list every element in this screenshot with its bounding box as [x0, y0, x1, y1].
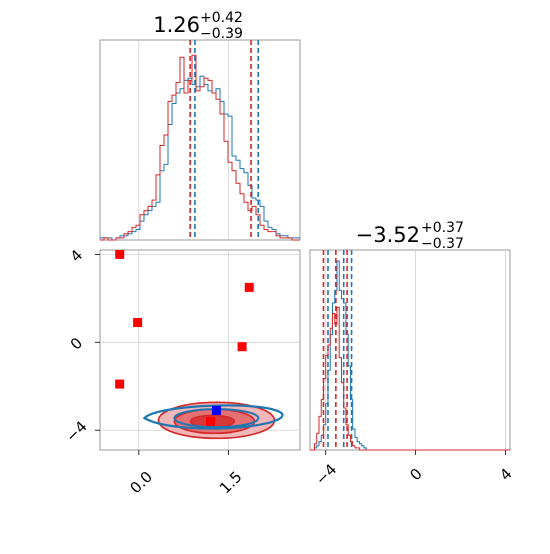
histogram-param-2: −3.52 +0.37 −0.37 −4 0 4	[309, 220, 516, 489]
histogram-2-x-tick-label: −4	[312, 460, 340, 488]
histogram-1-title-plus: +0.42	[200, 10, 243, 26]
histogram-2-x-tick-label: 0	[406, 465, 425, 484]
histogram-2-frame	[309, 249, 511, 451]
histogram-2-x-tick-label: 4	[496, 465, 515, 484]
histogram-1-title-median: 1.26	[153, 13, 200, 37]
contour-blue-outer	[142, 404, 284, 430]
histogram-1-title-minus: −0.39	[200, 26, 243, 42]
scatter-point-red	[115, 249, 125, 259]
scatter-x-tick-label: 0.0	[126, 468, 156, 498]
histogram-2-series-1	[310, 306, 510, 451]
scatter-y-tick-label: −4	[62, 417, 90, 445]
histogram-param-1: 1.26 +0.42 −0.39	[99, 10, 301, 241]
histogram-1-series-1	[100, 54, 300, 241]
scatter-y-tick-label: 4	[67, 246, 86, 265]
scatter-point-red	[205, 416, 215, 426]
histogram-2-title-minus: −0.37	[421, 236, 464, 252]
scatter-x-tick-label: 1.5	[216, 468, 246, 498]
scatter-point-red	[244, 282, 254, 292]
histogram-1-frame	[99, 39, 301, 241]
scatter-point-red	[237, 342, 247, 352]
histogram-2-series-0	[310, 260, 510, 451]
scatter-point-red	[133, 318, 143, 328]
scatter-frame	[99, 249, 301, 451]
scatter-point-blue	[211, 405, 221, 415]
scatter-y-tick-label: 0	[67, 334, 86, 353]
histogram-1-series-0	[100, 75, 300, 241]
scatter-point-red	[115, 379, 125, 389]
histogram-2-title-median: −3.52	[356, 223, 420, 247]
histogram-2-title-plus: +0.37	[421, 220, 464, 236]
scatter-param-1-vs-2: 0.0 1.5 4 0 −4	[62, 246, 301, 498]
